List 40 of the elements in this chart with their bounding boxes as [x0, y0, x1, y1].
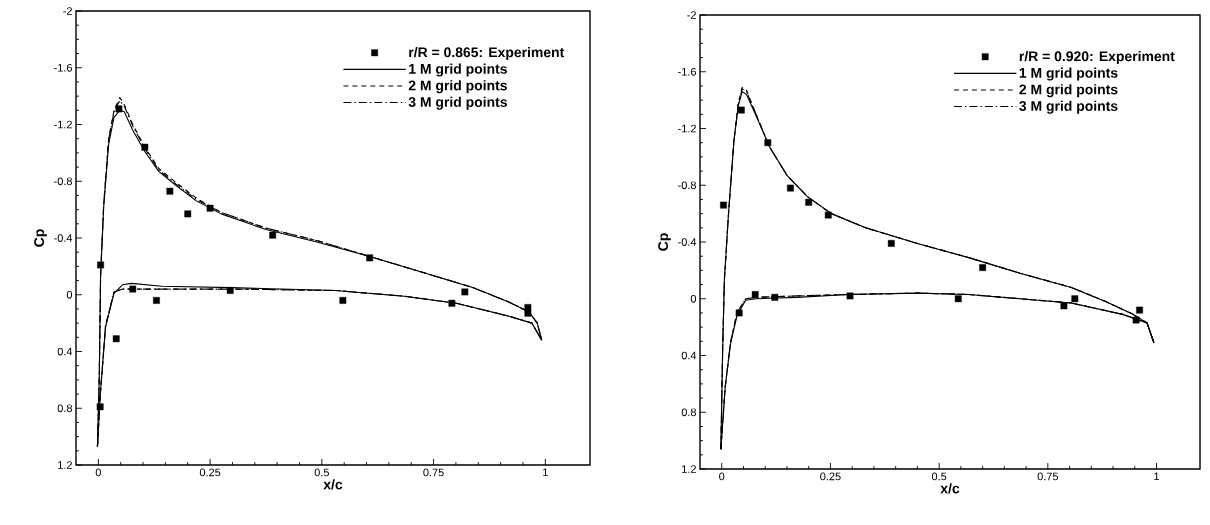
x-tick-label: 0.5 [314, 468, 329, 477]
y-tick-label: -2 [63, 7, 72, 15]
legend-label: r/R = 0.865: Experiment [409, 46, 565, 60]
y-tick-label: -2 [687, 11, 696, 19]
y-tick-label: -0.4 [678, 238, 697, 246]
y-tick-label: 0.8 [681, 408, 696, 417]
y-tick-label: -1.2 [54, 120, 72, 129]
x-tick-label: 0.5 [931, 472, 947, 481]
x-tick-label: 0.75 [423, 468, 444, 477]
x-tick-label: 0.75 [1037, 472, 1059, 481]
y-tick-label: -1.2 [678, 124, 696, 133]
legend-label: 3 M grid points [408, 96, 507, 110]
y-tick-label: 1.2 [682, 465, 696, 473]
legend-label: 1 M grid points [409, 63, 507, 77]
y-tick-label: 0.4 [681, 351, 697, 360]
y-tick-label: -0.8 [678, 181, 696, 190]
y-axis-title: Cp [658, 233, 671, 251]
legend-label: 1 M grid points [1019, 67, 1118, 81]
x-axis-title: x/c [323, 479, 343, 490]
legend-label: 3 M grid points [1019, 100, 1118, 114]
x-tick-label: 1 [1154, 472, 1160, 481]
y-tick-label: 0.8 [57, 404, 72, 413]
legend-label: 2 M grid points [408, 80, 507, 94]
legend-label: 2 M grid points [1019, 84, 1118, 98]
y-tick-label: -1.6 [678, 67, 696, 76]
x-tick-label: 0 [95, 468, 101, 477]
x-tick-label: 0 [719, 472, 725, 481]
x-axis-title: x/c [940, 483, 960, 494]
x-tick-label: 0.25 [820, 472, 841, 481]
y-axis-title: Cp [34, 229, 47, 247]
x-tick-label: 1 [543, 468, 548, 477]
y-tick-label: 1.2 [58, 461, 72, 469]
y-tick-label: -0.8 [54, 177, 72, 186]
legend-label: r/R = 0.920: Experiment [1019, 50, 1175, 64]
y-tick-label: -1.6 [54, 63, 72, 72]
y-tick-label: -0.4 [54, 234, 73, 242]
y-tick-label: 0.4 [57, 347, 73, 356]
y-tick-label: 0 [690, 294, 697, 303]
y-tick-label: 0 [66, 290, 73, 299]
x-tick-label: 0.25 [199, 468, 221, 477]
